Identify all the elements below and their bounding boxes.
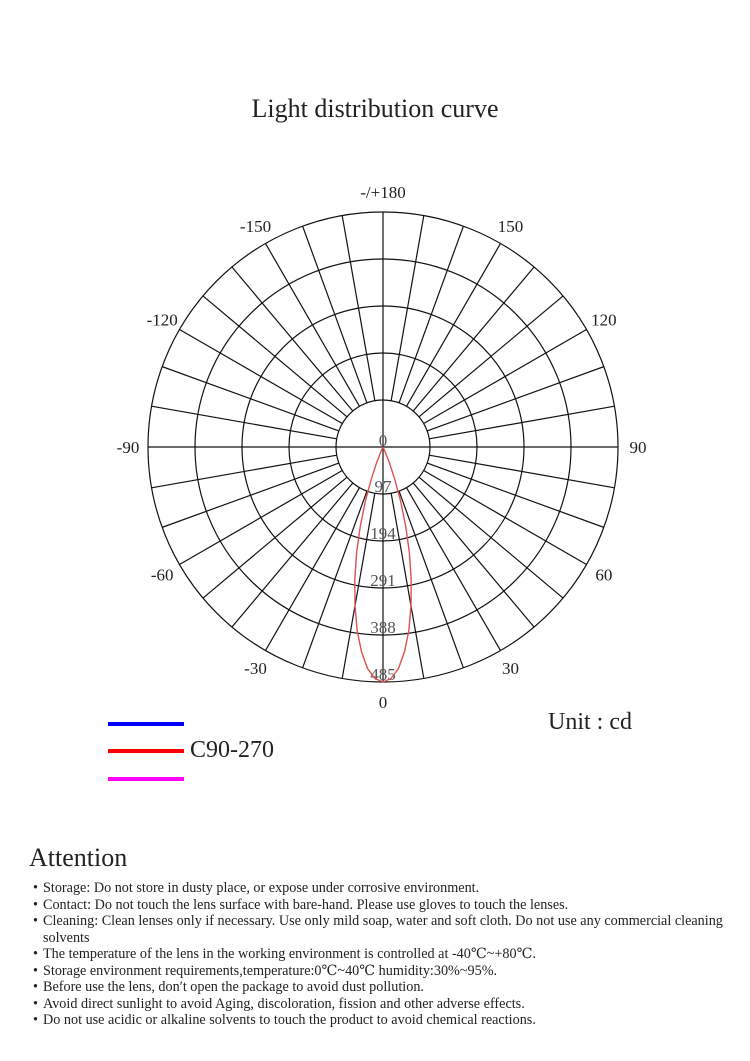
radial-tick-label: 485 [370,665,396,684]
grid-spoke [179,469,343,566]
grid-spoke [429,405,615,440]
grid-spoke [418,476,564,599]
attention-item: Avoid direct sunlight to avoid Aging, di… [33,996,733,1013]
radial-tick-label: 291 [370,571,396,590]
grid-spoke [341,215,376,401]
angle-tick-label: -150 [240,217,271,236]
grid-spoke [418,295,564,418]
grid-spoke [341,493,376,679]
unit-label: Unit : cd [548,709,632,735]
grid-spoke [405,243,502,407]
attention-item: Storage environment requirements,tempera… [33,963,733,980]
grid-spoke [429,454,615,489]
radial-tick-label: 0 [379,431,388,450]
grid-spoke [412,482,535,628]
grid-spoke [264,487,361,651]
attention-item: Cleaning: Clean lenses only if necessary… [33,913,733,946]
angle-tick-label: -/+180 [360,183,405,202]
grid-spoke [151,454,337,489]
grid-spoke [302,225,368,404]
angle-tick-label: -30 [244,659,267,678]
radial-tick-label: 194 [370,524,396,543]
grid-spoke [398,225,464,404]
grid-spoke [161,366,340,432]
grid-spoke [423,328,587,425]
legend-line-blue [108,722,184,726]
polar-chart: 0 97 194 291 388 485 0 30 60 90 120 150 -/+180 -150 -1… [117,183,647,712]
angle-tick-label: 0 [379,693,388,712]
grid-spoke [231,266,354,412]
angle-tick-label: 30 [502,659,519,678]
grid-spoke [302,490,368,669]
angle-tick-label: 90 [630,438,647,457]
radial-tick-label: 388 [370,618,396,637]
attention-list: Storage: Do not store in dusty place, or… [33,880,733,1029]
grid-spoke [231,482,354,628]
legend-line-red [108,749,184,753]
chart-title: Light distribution curve [251,94,499,123]
attention-item: Storage: Do not store in dusty place, or… [33,880,733,897]
grid-spoke [161,462,340,528]
angle-tick-label: -120 [147,311,178,330]
grid-spoke [426,366,605,432]
grid-spoke [390,215,425,401]
grid-spoke [412,266,535,412]
grid-spoke [398,490,464,669]
angle-tick-label: -60 [151,566,174,585]
attention-item: Do not use acidic or alkaline solvents t… [33,1012,733,1029]
legend-line-magenta [108,777,184,781]
grid-spoke [151,405,337,440]
legend-label-c90-270: C90-270 [190,737,274,763]
attention-item: The temperature of the lens in the worki… [33,946,733,963]
radial-tick-label: 97 [375,477,393,496]
attention-title: Attention [29,843,128,872]
grid-spoke [202,476,348,599]
angle-tick-label: -90 [117,438,140,457]
grid-spoke [202,295,348,418]
series-curve-c90-270 [354,446,412,683]
angle-tick-label: 150 [498,217,524,236]
grid-spoke [426,462,605,528]
angle-tick-label: 120 [591,311,617,330]
attention-item: Contact: Do not touch the lens surface w… [33,897,733,914]
angle-tick-label: 60 [595,566,612,585]
attention-item: Before use the lens, don′t open the pack… [33,979,733,996]
grid-spoke [390,493,425,679]
grid-spoke [179,328,343,425]
grid-spoke [264,243,361,407]
grid-spoke [405,487,502,651]
grid-spoke [423,469,587,566]
